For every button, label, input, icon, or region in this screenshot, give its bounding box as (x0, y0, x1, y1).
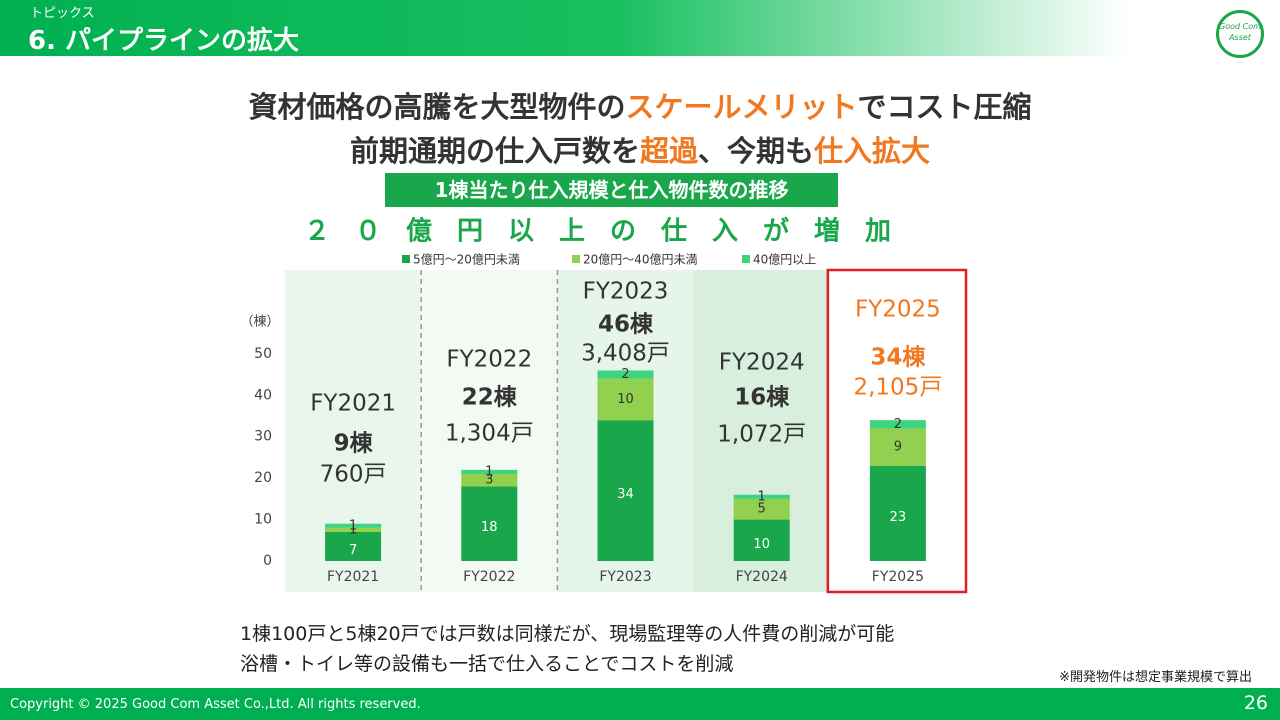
y-tick-label: 20 (254, 470, 272, 486)
highlight-box (826, 268, 968, 594)
annotation-year: FY2023 (583, 279, 669, 305)
y-axis-label: （棟） (240, 315, 279, 330)
headline-emphasis: 超過 (639, 134, 698, 168)
annotation-count: 22棟 (462, 385, 518, 411)
bar-segment (461, 474, 518, 487)
page-number: 26 (1243, 692, 1268, 714)
bar-segment (325, 523, 382, 528)
legend-swatch (402, 255, 410, 263)
bar-segment (597, 378, 654, 421)
x-tick-label: FY2025 (872, 569, 924, 585)
note: 1棟100戸と5棟20戸では戸数は同様だが、現場監理等の人件費の削減が可能 (240, 623, 895, 645)
x-tick-label: FY2023 (599, 569, 651, 585)
annotation-count: 16棟 (734, 385, 790, 411)
annotation-units: 760戸 (320, 462, 387, 488)
headline-text: 資材価格の高騰を大型物件の (248, 90, 626, 124)
value-label: 7 (349, 543, 357, 558)
headline-text: でコスト圧縮 (857, 90, 1032, 124)
kicker: トピックス (30, 6, 95, 21)
footer-bar: Copyright © 2025 Good Com Asset Co.,Ltd.… (0, 688, 1280, 720)
value-label: 1 (758, 489, 766, 504)
annotation-units: 1,072戸 (717, 422, 806, 448)
chart-title: ２０億円以上の仕入が増加 (304, 216, 916, 247)
bar-segment (869, 428, 926, 466)
bar-segment (869, 420, 926, 429)
value-label: 10 (617, 392, 634, 407)
y-tick-label: 50 (254, 346, 272, 362)
bar-segment (597, 420, 654, 561)
bar-segment (461, 469, 518, 474)
bar-segment (733, 498, 790, 520)
x-tick-label: FY2024 (736, 569, 788, 585)
annotation-year: FY2022 (446, 347, 532, 373)
headline-text: 、今期も (698, 134, 815, 168)
bar-segment (325, 532, 382, 561)
annotation-count: 46棟 (598, 312, 654, 338)
value-label: 1 (349, 518, 357, 533)
headline-text: 前期通期の仕入戸数を (349, 134, 640, 168)
annotation-count: 34棟 (870, 345, 926, 371)
value-label: 2 (621, 367, 629, 382)
y-tick-label: 0 (263, 553, 272, 569)
logo: Good Com Asset (1216, 10, 1264, 58)
value-label: 9 (894, 440, 902, 455)
bar-segment (733, 519, 790, 561)
value-label: 23 (890, 510, 907, 525)
annotation-year: FY2025 (855, 297, 941, 323)
x-tick-label: FY2021 (327, 569, 379, 585)
footnote: ※開発物件は想定事業規模で算出 (1059, 670, 1252, 685)
bar-segment (597, 370, 654, 379)
y-tick-label: 30 (254, 429, 272, 445)
annotation-units: 1,304戸 (445, 421, 534, 447)
headline-emphasis: 仕入拡大 (814, 134, 931, 168)
header-bar: トピックス 6. パイプラインの拡大 (0, 0, 1130, 56)
value-label: 3 (485, 473, 493, 488)
legend-label: 5億円～20億円未満 (413, 253, 520, 267)
bar-segment (461, 486, 518, 561)
value-label: 18 (481, 520, 498, 535)
value-label: 5 (758, 502, 766, 517)
copyright: Copyright © 2025 Good Com Asset Co.,Ltd.… (10, 697, 421, 712)
y-tick-label: 10 (254, 512, 272, 528)
annotation-count: 9棟 (334, 431, 374, 457)
chart-label: 1棟当たり仕入規模と仕入物件数の推移 (385, 173, 838, 207)
legend-label: 20億円～40億円未満 (583, 253, 698, 267)
y-tick-label: 40 (254, 387, 272, 403)
value-label: 34 (617, 487, 634, 502)
bar-segment (733, 494, 790, 499)
note: 浴槽・トイレ等の設備も一括で仕入ることでコストを削減 (240, 653, 734, 675)
annotation-units: 2,105戸 (853, 375, 942, 401)
legend-swatch (742, 255, 750, 263)
value-label: 10 (753, 537, 770, 552)
slide-title: 6. パイプラインの拡大 (28, 26, 300, 56)
headline: 前期通期の仕入戸数を超過、今期も仕入拡大 (0, 128, 1280, 170)
legend-swatch (572, 255, 580, 263)
annotation-units: 3,408戸 (581, 341, 670, 367)
bar-segment (325, 527, 382, 532)
value-label: 2 (894, 417, 902, 432)
headline-emphasis: スケールメリット (625, 90, 858, 124)
bar-segment (869, 465, 926, 561)
value-label: 1 (349, 522, 357, 537)
annotation-year: FY2021 (310, 391, 396, 417)
x-tick-label: FY2022 (463, 569, 515, 585)
headline: 資材価格の高騰を大型物件のスケールメリットでコスト圧縮 (0, 84, 1280, 126)
annotation-year: FY2024 (719, 350, 805, 376)
legend-label: 40億円以上 (753, 253, 816, 267)
value-label: 1 (485, 464, 493, 479)
